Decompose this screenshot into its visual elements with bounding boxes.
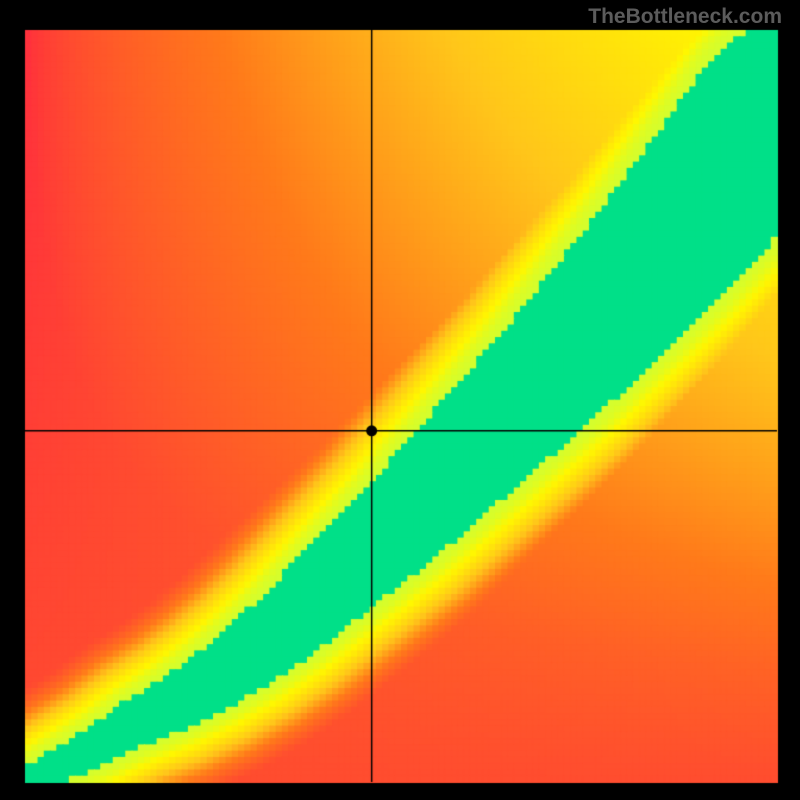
watermark-text: TheBottleneck.com bbox=[588, 5, 782, 29]
bottleneck-heatmap bbox=[0, 0, 800, 800]
chart-container: TheBottleneck.com bbox=[0, 0, 800, 800]
